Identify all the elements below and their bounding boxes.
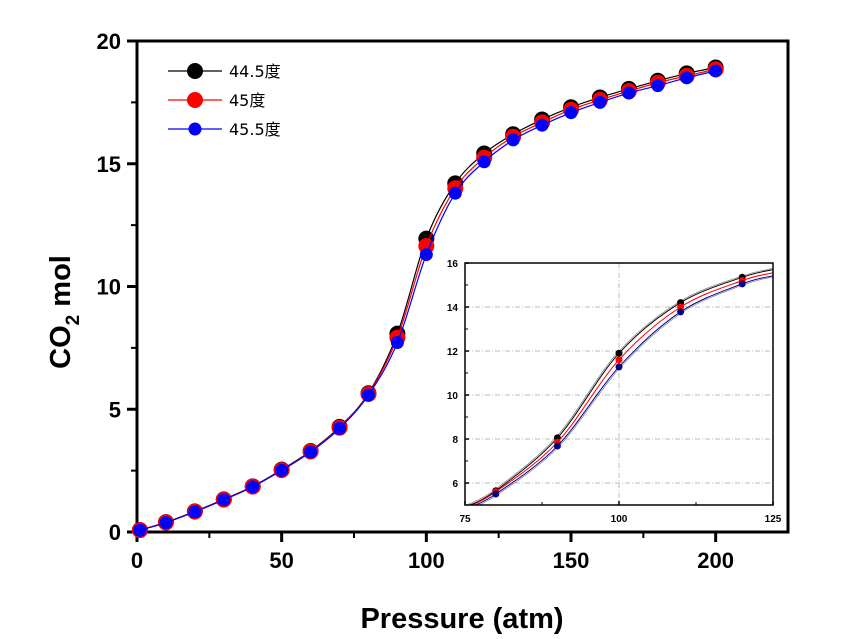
data-point xyxy=(448,186,462,200)
legend-label: 45度 xyxy=(229,91,265,110)
data-point xyxy=(535,118,549,132)
legend-label: 44.5度 xyxy=(229,62,281,81)
data-point xyxy=(506,133,520,147)
inset-data-point xyxy=(677,308,685,316)
x-tick-label: 0 xyxy=(131,548,143,573)
inset-x-tick-label: 75 xyxy=(459,514,471,525)
data-point xyxy=(390,335,404,349)
inset-data-point xyxy=(615,356,623,364)
inset-data-point xyxy=(553,442,561,450)
inset-x-tick-label: 100 xyxy=(611,514,628,525)
data-point xyxy=(419,248,433,262)
data-point xyxy=(651,79,665,93)
data-point xyxy=(333,421,347,435)
data-point xyxy=(709,64,723,78)
x-tick-label: 150 xyxy=(553,548,590,573)
data-point xyxy=(564,106,578,120)
legend-marker xyxy=(187,63,203,79)
data-point xyxy=(622,86,636,100)
data-point xyxy=(188,505,202,519)
series-2 xyxy=(133,64,723,537)
data-point xyxy=(159,516,173,530)
data-point xyxy=(680,71,694,85)
data-point xyxy=(304,445,318,459)
inset-y-tick-label: 6 xyxy=(452,479,458,490)
data-point xyxy=(275,463,289,477)
legend-marker xyxy=(187,92,203,108)
x-tick-label: 100 xyxy=(408,548,445,573)
data-point xyxy=(217,493,231,507)
legend-marker xyxy=(188,122,202,136)
data-point xyxy=(133,523,147,537)
y-tick-label: 5 xyxy=(109,397,121,422)
data-point xyxy=(246,480,260,494)
data-point xyxy=(361,388,375,402)
y-tick-label: 15 xyxy=(97,152,121,177)
inset-y-tick-label: 10 xyxy=(447,391,459,402)
data-point xyxy=(477,155,491,169)
inset-x-tick-label: 125 xyxy=(765,514,782,525)
inset-data-point xyxy=(677,303,685,311)
legend: 44.5度 45度 45.5度 xyxy=(168,62,281,139)
inset-data-point xyxy=(615,349,623,357)
legend-item: 45.5度 xyxy=(168,120,281,139)
inset-y-tick-label: 14 xyxy=(447,303,459,314)
y-axis-title-rest: mol xyxy=(45,255,77,315)
y-tick-label: 0 xyxy=(109,520,121,545)
svg-text:CO2 mol: CO2 mol xyxy=(45,255,84,369)
inset-y-tick-label: 8 xyxy=(452,435,458,446)
y-axis-title: CO2 mol xyxy=(45,255,84,369)
inset-data-point xyxy=(492,490,500,498)
y-tick-label: 20 xyxy=(97,29,121,54)
inset-series-2 xyxy=(474,275,773,505)
y-tick-label: 10 xyxy=(97,275,121,300)
y-axis-title-subscript: 2 xyxy=(63,315,84,326)
data-point xyxy=(593,95,607,109)
inset-y-tick-label: 12 xyxy=(447,347,459,358)
x-tick-label: 50 xyxy=(269,548,293,573)
main-plot: 0 50 100 150 200 0 5 10 15 20 xyxy=(97,29,790,573)
legend-item: 45度 xyxy=(168,91,265,110)
inset-data-point xyxy=(615,363,623,371)
inset-data-point xyxy=(738,280,746,288)
legend-label: 45.5度 xyxy=(229,120,281,139)
y-axis-title-main: CO xyxy=(45,325,77,369)
x-tick-label: 200 xyxy=(697,548,734,573)
legend-item: 44.5度 xyxy=(168,62,281,81)
inset-y-tick-label: 16 xyxy=(447,259,459,270)
inset-plot: 75 100 125 6 8 10 12 14 16 xyxy=(447,259,782,525)
x-axis-title: Pressure (atm) xyxy=(360,603,563,635)
